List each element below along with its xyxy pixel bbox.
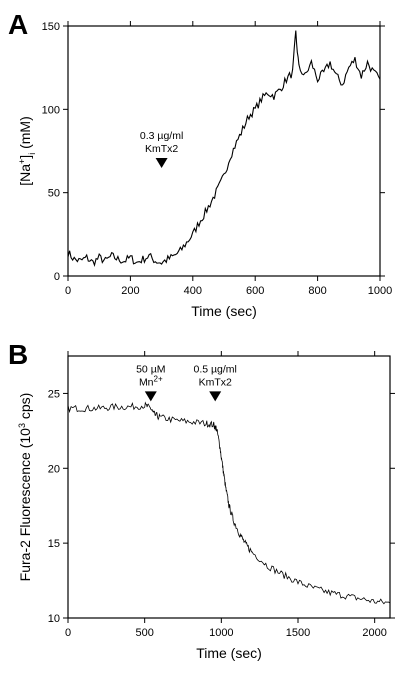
x-tick-label: 0 — [65, 627, 71, 639]
y-title-sub: i — [27, 153, 37, 155]
annotation-sup: 2+ — [154, 374, 163, 383]
y-tick-label: 25 — [48, 388, 60, 400]
y-title-sup: 3 — [17, 423, 27, 428]
x-tick-label: 800 — [308, 285, 326, 297]
x-tick-label: 1000 — [209, 627, 233, 639]
x-tick-label: 0 — [65, 285, 71, 297]
x-axis-title: Time (sec) — [191, 303, 257, 319]
panel-label: B — [8, 339, 28, 370]
x-tick-label: 600 — [246, 285, 264, 297]
y-tick-label: 50 — [48, 188, 60, 200]
annotation-text: Mn2+ — [139, 374, 163, 389]
x-tick-label: 400 — [184, 285, 202, 297]
y-title-text: ] — [17, 155, 33, 159]
panel-b: B 0 500 1000 1500 2000 10 15 20 25 Time (sec) Fura-… — [8, 339, 395, 661]
x-axis-title: Time (sec) — [196, 645, 262, 661]
plot-frame — [67, 25, 381, 277]
annotation-text-part: Mn — [139, 376, 154, 388]
y-tick-label: 10 — [48, 613, 60, 625]
annotation-marker — [209, 391, 222, 402]
x-tick-label: 200 — [121, 285, 139, 297]
y-tick-label: 150 — [42, 21, 60, 33]
y-title-unit: (mM) — [17, 116, 33, 153]
annotation-text: 50 µM — [136, 363, 165, 375]
y-axis-title: [Na+]i (mM) — [17, 116, 37, 186]
annotation-text: KmTx2 — [199, 376, 232, 388]
y-axis-title: Fura-2 Fluorescence (103 cps) — [17, 393, 33, 582]
y-tick-label: 0 — [54, 271, 60, 283]
annotation-marker — [155, 158, 168, 168]
annotation-marker — [144, 391, 157, 402]
x-tick-label: 1500 — [286, 627, 310, 639]
panel-a: A 0 200 400 600 800 1000 0 50 100 150 Time (sec) [Na… — [8, 9, 392, 319]
annotation-text: KmTx2 — [145, 143, 178, 155]
x-tick-label: 2000 — [362, 627, 386, 639]
panel-label: A — [8, 9, 28, 40]
annotation-text: 0.3 µg/ml — [140, 130, 183, 142]
data-trace — [67, 401, 391, 605]
annotation-text: 0.5 µg/ml — [193, 363, 236, 375]
y-title-unit: cps) — [17, 393, 33, 423]
y-title-text: Fura-2 Fluorescence (10 — [17, 428, 33, 582]
y-tick-label: 100 — [42, 104, 60, 116]
y-tick-label: 20 — [48, 463, 60, 475]
x-tick-label: 500 — [135, 627, 153, 639]
y-tick-label: 15 — [48, 538, 60, 550]
plot-frame — [67, 355, 391, 619]
data-trace — [67, 30, 381, 267]
x-tick-label: 1000 — [368, 285, 392, 297]
y-title-text: [Na — [17, 164, 33, 186]
y-title-sup: + — [17, 159, 27, 164]
